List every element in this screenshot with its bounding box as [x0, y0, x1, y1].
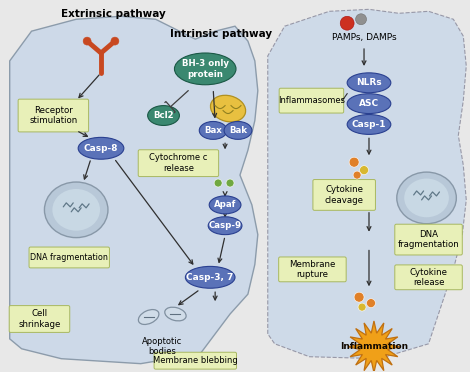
- Ellipse shape: [78, 137, 124, 159]
- Ellipse shape: [347, 94, 391, 113]
- Ellipse shape: [148, 106, 180, 125]
- Text: Apoptotic
bodies: Apoptotic bodies: [142, 337, 183, 356]
- Text: Receptor
stimulation: Receptor stimulation: [29, 106, 78, 125]
- FancyBboxPatch shape: [138, 150, 219, 177]
- Ellipse shape: [185, 266, 235, 288]
- Text: Casp-1: Casp-1: [352, 120, 386, 129]
- Text: Bak: Bak: [229, 126, 247, 135]
- Text: ASC: ASC: [359, 99, 379, 108]
- Text: NLRs: NLRs: [356, 78, 382, 87]
- FancyBboxPatch shape: [313, 180, 376, 210]
- Text: BH-3 only
protein: BH-3 only protein: [182, 59, 229, 78]
- Polygon shape: [348, 321, 400, 372]
- Circle shape: [353, 171, 361, 179]
- Text: Casp-3, 7: Casp-3, 7: [187, 273, 234, 282]
- Circle shape: [226, 179, 234, 187]
- FancyBboxPatch shape: [18, 99, 89, 132]
- FancyBboxPatch shape: [29, 247, 110, 268]
- Ellipse shape: [224, 122, 252, 140]
- Polygon shape: [10, 16, 258, 364]
- Ellipse shape: [174, 53, 236, 85]
- Circle shape: [349, 157, 359, 167]
- Ellipse shape: [52, 189, 100, 231]
- Text: Inflammasomes: Inflammasomes: [278, 96, 345, 105]
- Circle shape: [367, 299, 376, 308]
- Text: Membrane blebbing: Membrane blebbing: [153, 356, 238, 365]
- Circle shape: [340, 16, 354, 30]
- Circle shape: [83, 37, 91, 45]
- Circle shape: [214, 179, 222, 187]
- Ellipse shape: [209, 196, 241, 214]
- Text: PAMPs, DAMPs: PAMPs, DAMPs: [332, 33, 396, 42]
- Text: Bax: Bax: [204, 126, 222, 135]
- Ellipse shape: [211, 95, 246, 122]
- Ellipse shape: [208, 217, 242, 235]
- Circle shape: [354, 292, 364, 302]
- Circle shape: [111, 37, 119, 45]
- FancyBboxPatch shape: [395, 265, 462, 290]
- FancyBboxPatch shape: [395, 224, 462, 255]
- Text: Inflammation: Inflammation: [340, 342, 408, 351]
- FancyBboxPatch shape: [9, 306, 70, 333]
- Ellipse shape: [199, 122, 227, 140]
- Circle shape: [356, 14, 367, 25]
- Ellipse shape: [404, 179, 449, 217]
- FancyBboxPatch shape: [279, 88, 344, 113]
- Polygon shape: [268, 9, 466, 359]
- Ellipse shape: [45, 182, 108, 238]
- Circle shape: [358, 303, 366, 311]
- Text: Casp-8: Casp-8: [84, 144, 118, 153]
- FancyBboxPatch shape: [279, 257, 346, 282]
- Text: Cytochrome c
release: Cytochrome c release: [149, 154, 208, 173]
- Text: Cytokine
release: Cytokine release: [409, 267, 447, 287]
- FancyBboxPatch shape: [154, 352, 236, 369]
- Ellipse shape: [397, 172, 456, 224]
- Text: Intrinsic pathway: Intrinsic pathway: [171, 29, 273, 39]
- Ellipse shape: [347, 115, 391, 134]
- Text: DNA
fragmentation: DNA fragmentation: [398, 230, 459, 249]
- Text: DNA fragmentation: DNA fragmentation: [30, 253, 108, 262]
- Ellipse shape: [347, 73, 391, 93]
- Text: Casp-9: Casp-9: [209, 221, 242, 230]
- Text: Cell
shrinkage: Cell shrinkage: [18, 309, 61, 329]
- Ellipse shape: [165, 307, 186, 321]
- Text: Extrinsic pathway: Extrinsic pathway: [61, 9, 166, 19]
- Text: Apaf: Apaf: [214, 201, 236, 209]
- Text: Membrane
rupture: Membrane rupture: [289, 260, 336, 279]
- Text: Cytokine
cleavage: Cytokine cleavage: [325, 185, 364, 205]
- Circle shape: [360, 166, 368, 174]
- Text: Bcl2: Bcl2: [153, 111, 174, 120]
- Ellipse shape: [138, 310, 159, 324]
